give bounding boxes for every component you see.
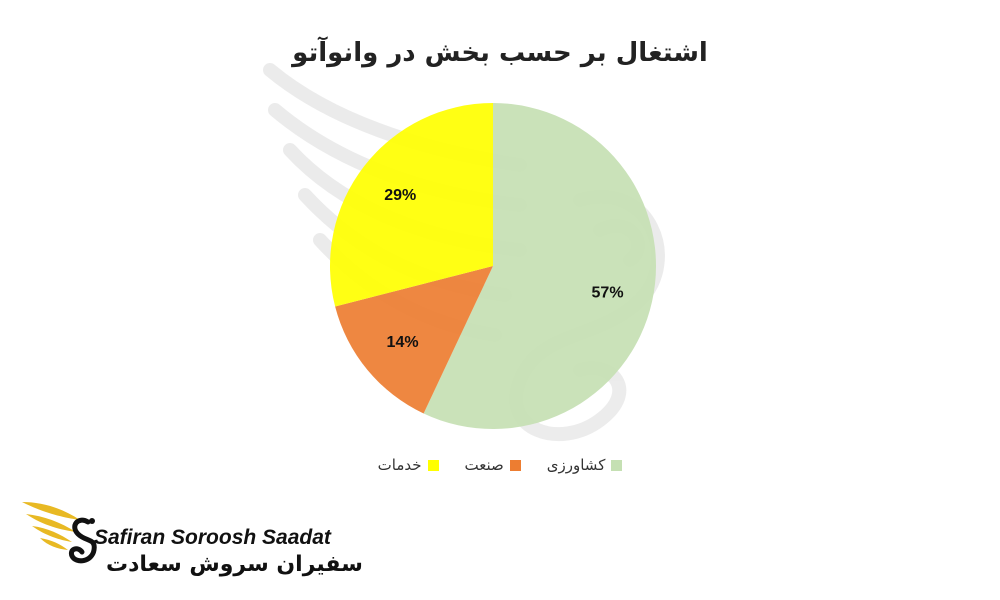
slice-data-label: 29% — [384, 187, 416, 204]
chart-title: اشتغال بر حسب بخش در وانوآتو — [292, 38, 708, 68]
legend-swatch — [509, 459, 521, 471]
legend-item: خدمات — [378, 456, 439, 474]
legend-item: کشاورزی — [547, 456, 623, 474]
slice-data-label: 57% — [592, 285, 624, 302]
pie-slice — [335, 266, 493, 414]
legend-label: کشاورزی — [546, 456, 606, 474]
brand-logo: Safiran Soroosh Saadat سفیران سروش سعادت — [22, 494, 363, 584]
legend-label: صنعت — [464, 456, 504, 474]
legend-swatch — [611, 459, 623, 471]
legend-label: خدمات — [377, 456, 422, 474]
gold-wing-swan-icon — [22, 502, 97, 564]
slice-data-label: 14% — [387, 334, 419, 351]
legend-swatch — [427, 459, 439, 471]
pie-slice — [423, 103, 656, 429]
brand-name-en: Safiran Soroosh Saadat — [94, 526, 331, 549]
chart-legend: کشاورزی صنعت خدمات — [0, 456, 1000, 474]
pie-slice — [329, 102, 493, 307]
brand-name-fa: سفیران سروش سعادت — [106, 552, 363, 577]
legend-item: صنعت — [465, 456, 521, 474]
